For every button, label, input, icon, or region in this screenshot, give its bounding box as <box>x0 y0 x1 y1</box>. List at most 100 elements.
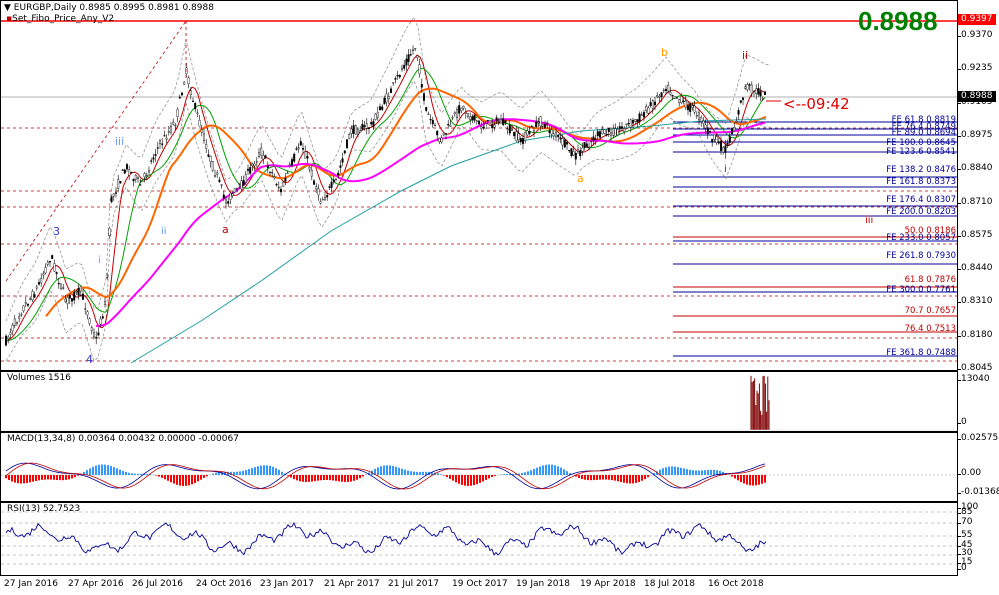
candle-body <box>656 95 659 98</box>
candle-body <box>407 54 410 62</box>
candle-body <box>669 92 672 95</box>
candle-body <box>634 119 637 122</box>
candle-body <box>425 107 428 111</box>
rsi-axis-tick: 55 <box>957 530 973 540</box>
candle-body <box>291 159 294 166</box>
candle-body <box>180 92 183 96</box>
candle-body <box>612 128 615 136</box>
candle-body <box>731 128 734 135</box>
volumes-pane[interactable]: Volumes 1516 <box>0 371 958 432</box>
candle-body <box>209 156 212 163</box>
candle-body <box>585 143 588 148</box>
macd-label: MACD(13,34,8) 0.00364 0.00432 0.00000 -0… <box>7 434 239 444</box>
candle-body <box>68 294 71 299</box>
fibo-level-label: 76.4 0.7513 <box>905 324 956 334</box>
candle-body <box>156 147 159 149</box>
wave-label-wa_mid: a <box>577 172 584 185</box>
candle-body <box>376 112 379 118</box>
candle-body <box>401 67 404 70</box>
macd-line <box>5 462 766 490</box>
price-axis-tick: 0.9235 <box>958 63 993 74</box>
dropdown-triangle-icon[interactable]: ▼ <box>4 3 11 13</box>
fibo-level-label: 70.7 0.7657 <box>905 306 956 316</box>
candle-body <box>77 287 80 296</box>
candle-body <box>671 94 674 97</box>
candle-body <box>167 131 170 133</box>
candle-body <box>403 64 406 69</box>
candle-body <box>559 137 562 140</box>
candle-body <box>273 176 276 179</box>
rsi-canvas <box>1 511 957 565</box>
candle-body <box>429 118 432 121</box>
time-axis-tick: 18 Jul 2018 <box>644 579 695 589</box>
candle-body <box>722 146 725 153</box>
volumes-axis-tick: 13040 <box>958 374 990 384</box>
macd-pane[interactable]: MACD(13,34,8) 0.00364 0.00432 0.00000 -0… <box>0 432 958 502</box>
candle-body <box>482 126 485 129</box>
candle-body <box>136 177 139 179</box>
rsi-axis-tick: 30 <box>957 548 973 558</box>
candle-body <box>108 228 111 236</box>
candle-body <box>53 263 56 272</box>
price-axis-tick: 0.8840 <box>958 163 993 174</box>
candle-body <box>396 75 399 77</box>
candle-body <box>416 55 419 58</box>
candle-body <box>163 135 166 137</box>
candle-body <box>636 119 639 123</box>
candle-body <box>592 136 595 141</box>
main-chart-pane[interactable]: FE 61.8 0.8819 FE 76.4 0.8749 FE 89.0 0.86… <box>0 0 958 371</box>
candle-body <box>706 127 709 135</box>
fibo-level-label: FE 123.6 0.8541 <box>886 147 956 157</box>
volumes-canvas <box>1 375 957 431</box>
candle-body <box>394 78 397 80</box>
time-axis-tick: 21 Apr 2017 <box>324 579 380 589</box>
candle-body <box>599 131 602 138</box>
fibo-level-label: FE 138.2 0.8476 <box>886 165 956 175</box>
macd-signal-line <box>5 462 766 490</box>
candle-body <box>321 199 324 201</box>
candle-body <box>528 131 531 134</box>
candle-body <box>660 92 663 97</box>
candle-body <box>9 332 12 335</box>
candle-body <box>13 318 16 326</box>
candle-body <box>152 157 155 160</box>
candle-body <box>486 119 489 122</box>
candle-body <box>92 332 95 337</box>
candle-body <box>392 82 395 84</box>
candle-body <box>561 138 564 146</box>
candle-body <box>231 193 234 197</box>
candle-body <box>574 152 577 160</box>
candle-body <box>293 153 296 162</box>
current-price-tag: 0.8988 <box>958 91 996 102</box>
candle-body <box>555 132 558 138</box>
rsi-axis-tick: 45 <box>957 540 973 550</box>
candle-body <box>438 138 441 142</box>
candle-body <box>117 179 120 189</box>
price-axis-tick: 0.8310 <box>958 296 993 307</box>
candle-body <box>95 336 98 339</box>
candle-body <box>398 75 401 78</box>
candle-body <box>319 201 322 204</box>
time-axis-tick: 19 Oct 2017 <box>452 579 508 589</box>
candle-body <box>33 294 36 298</box>
top-line-price-tag: 0.9397 <box>958 14 996 25</box>
candle-body <box>590 140 593 143</box>
time-axis-tick: 26 Jul 2016 <box>132 579 183 589</box>
candle-body <box>346 139 349 148</box>
candle-body <box>491 124 494 129</box>
price-axis[interactable]: 0.93700.92350.91050.89750.88400.87100.85… <box>958 0 999 506</box>
candle-body <box>460 108 463 111</box>
candle-body <box>621 126 624 129</box>
candle-body <box>541 123 544 127</box>
candle-body <box>504 120 507 123</box>
rsi-pane[interactable]: RSI(13) 52.7523 <box>0 502 958 576</box>
candle-body <box>596 131 599 137</box>
candle-body <box>680 96 683 103</box>
candle-body <box>286 172 289 174</box>
time-axis[interactable]: 27 Jan 2016 27 Apr 2016 26 Jul 2016 24 Oct … <box>0 576 958 595</box>
rsi-axis-tick: 100 <box>957 502 979 512</box>
time-axis-tick: 24 Oct 2016 <box>196 579 252 589</box>
candle-body <box>99 318 102 325</box>
indicator-marker-icon: ▪ <box>6 14 13 24</box>
